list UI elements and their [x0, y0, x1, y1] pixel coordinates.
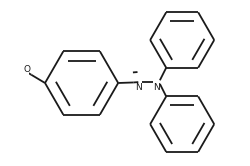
Text: N: N — [152, 83, 159, 92]
Text: O: O — [23, 65, 30, 74]
Text: N: N — [134, 83, 141, 92]
